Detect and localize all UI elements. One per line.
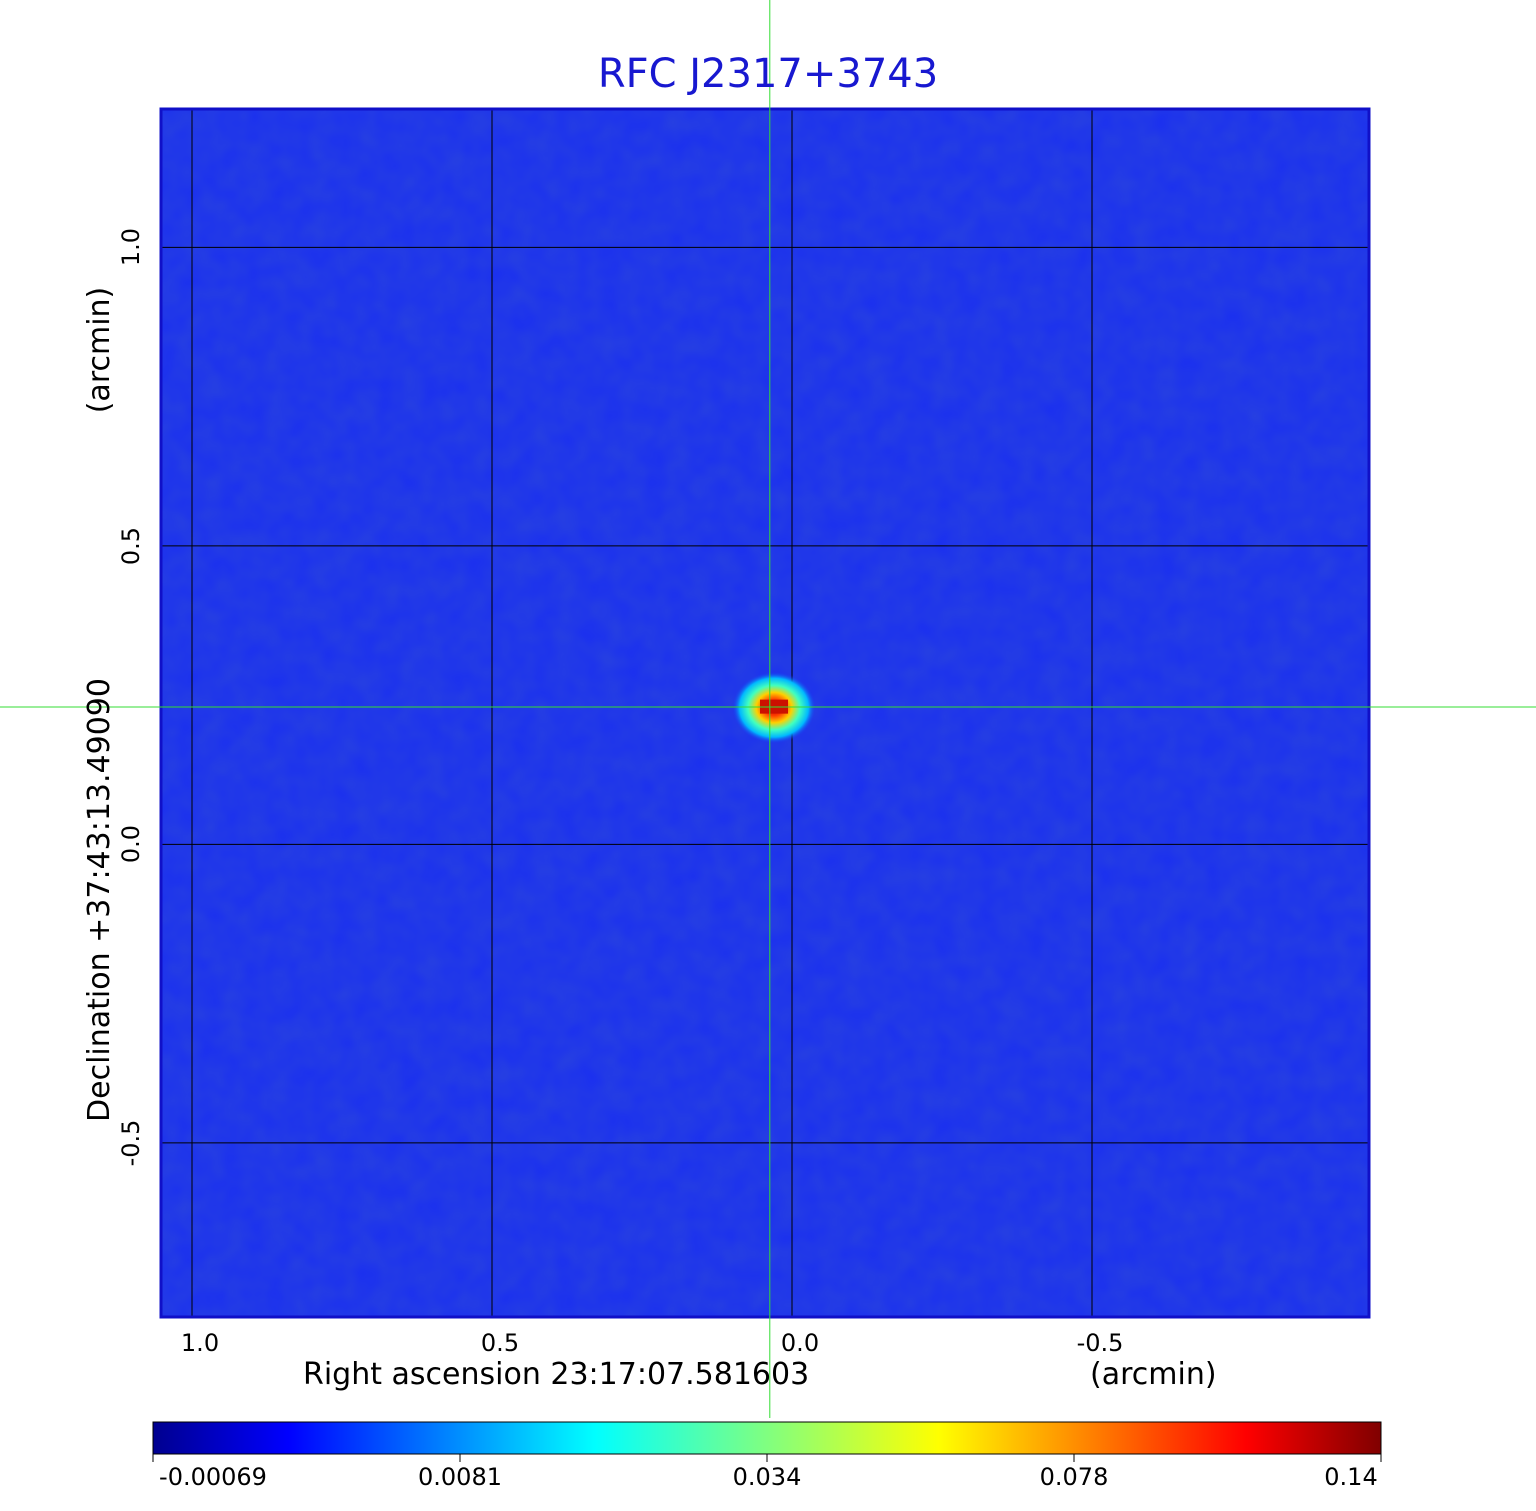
colorbar-ticks [152, 1454, 1382, 1462]
y-tick-label-3: -0.5 [117, 1119, 145, 1167]
colorbar-tick-label-3: 0.078 [1039, 1463, 1109, 1491]
colorbar-tick-label-2: 0.034 [732, 1463, 802, 1491]
y-tick-label-2: 0.0 [117, 825, 145, 864]
y-axis-unit: (arcmin) [82, 286, 117, 414]
colorbar-tick-label-4: 0.14 [1324, 1463, 1378, 1491]
x-axis-label: Right ascension 23:17:07.581603 [303, 1357, 810, 1392]
colorbar [152, 1421, 1382, 1462]
plot-frame [159, 107, 1371, 1319]
colorbar-gradient [152, 1421, 1382, 1455]
y-axis-label: Declination +37:43:13.49090 [82, 678, 117, 1122]
x-tick-label-3: -0.5 [1076, 1329, 1124, 1357]
source-peak [732, 671, 816, 744]
colorbar-tick-label-0: -0.00069 [159, 1463, 267, 1491]
crosshair [0, 0, 1536, 1418]
chart-title: RFC J2317+3743 [597, 51, 939, 97]
x-tick-label-0: 1.0 [180, 1329, 220, 1357]
x-axis-unit: (arcmin) [1090, 1357, 1217, 1392]
y-tick-label-0: 1.0 [117, 228, 145, 267]
colorbar-tick-label-1: 0.0081 [418, 1463, 502, 1491]
plot-area [159, 107, 1371, 1319]
x-tick-label-1: 0.5 [480, 1329, 520, 1357]
x-tick-label-2: 0.0 [780, 1329, 820, 1357]
y-tick-label-1: 0.5 [117, 526, 145, 565]
